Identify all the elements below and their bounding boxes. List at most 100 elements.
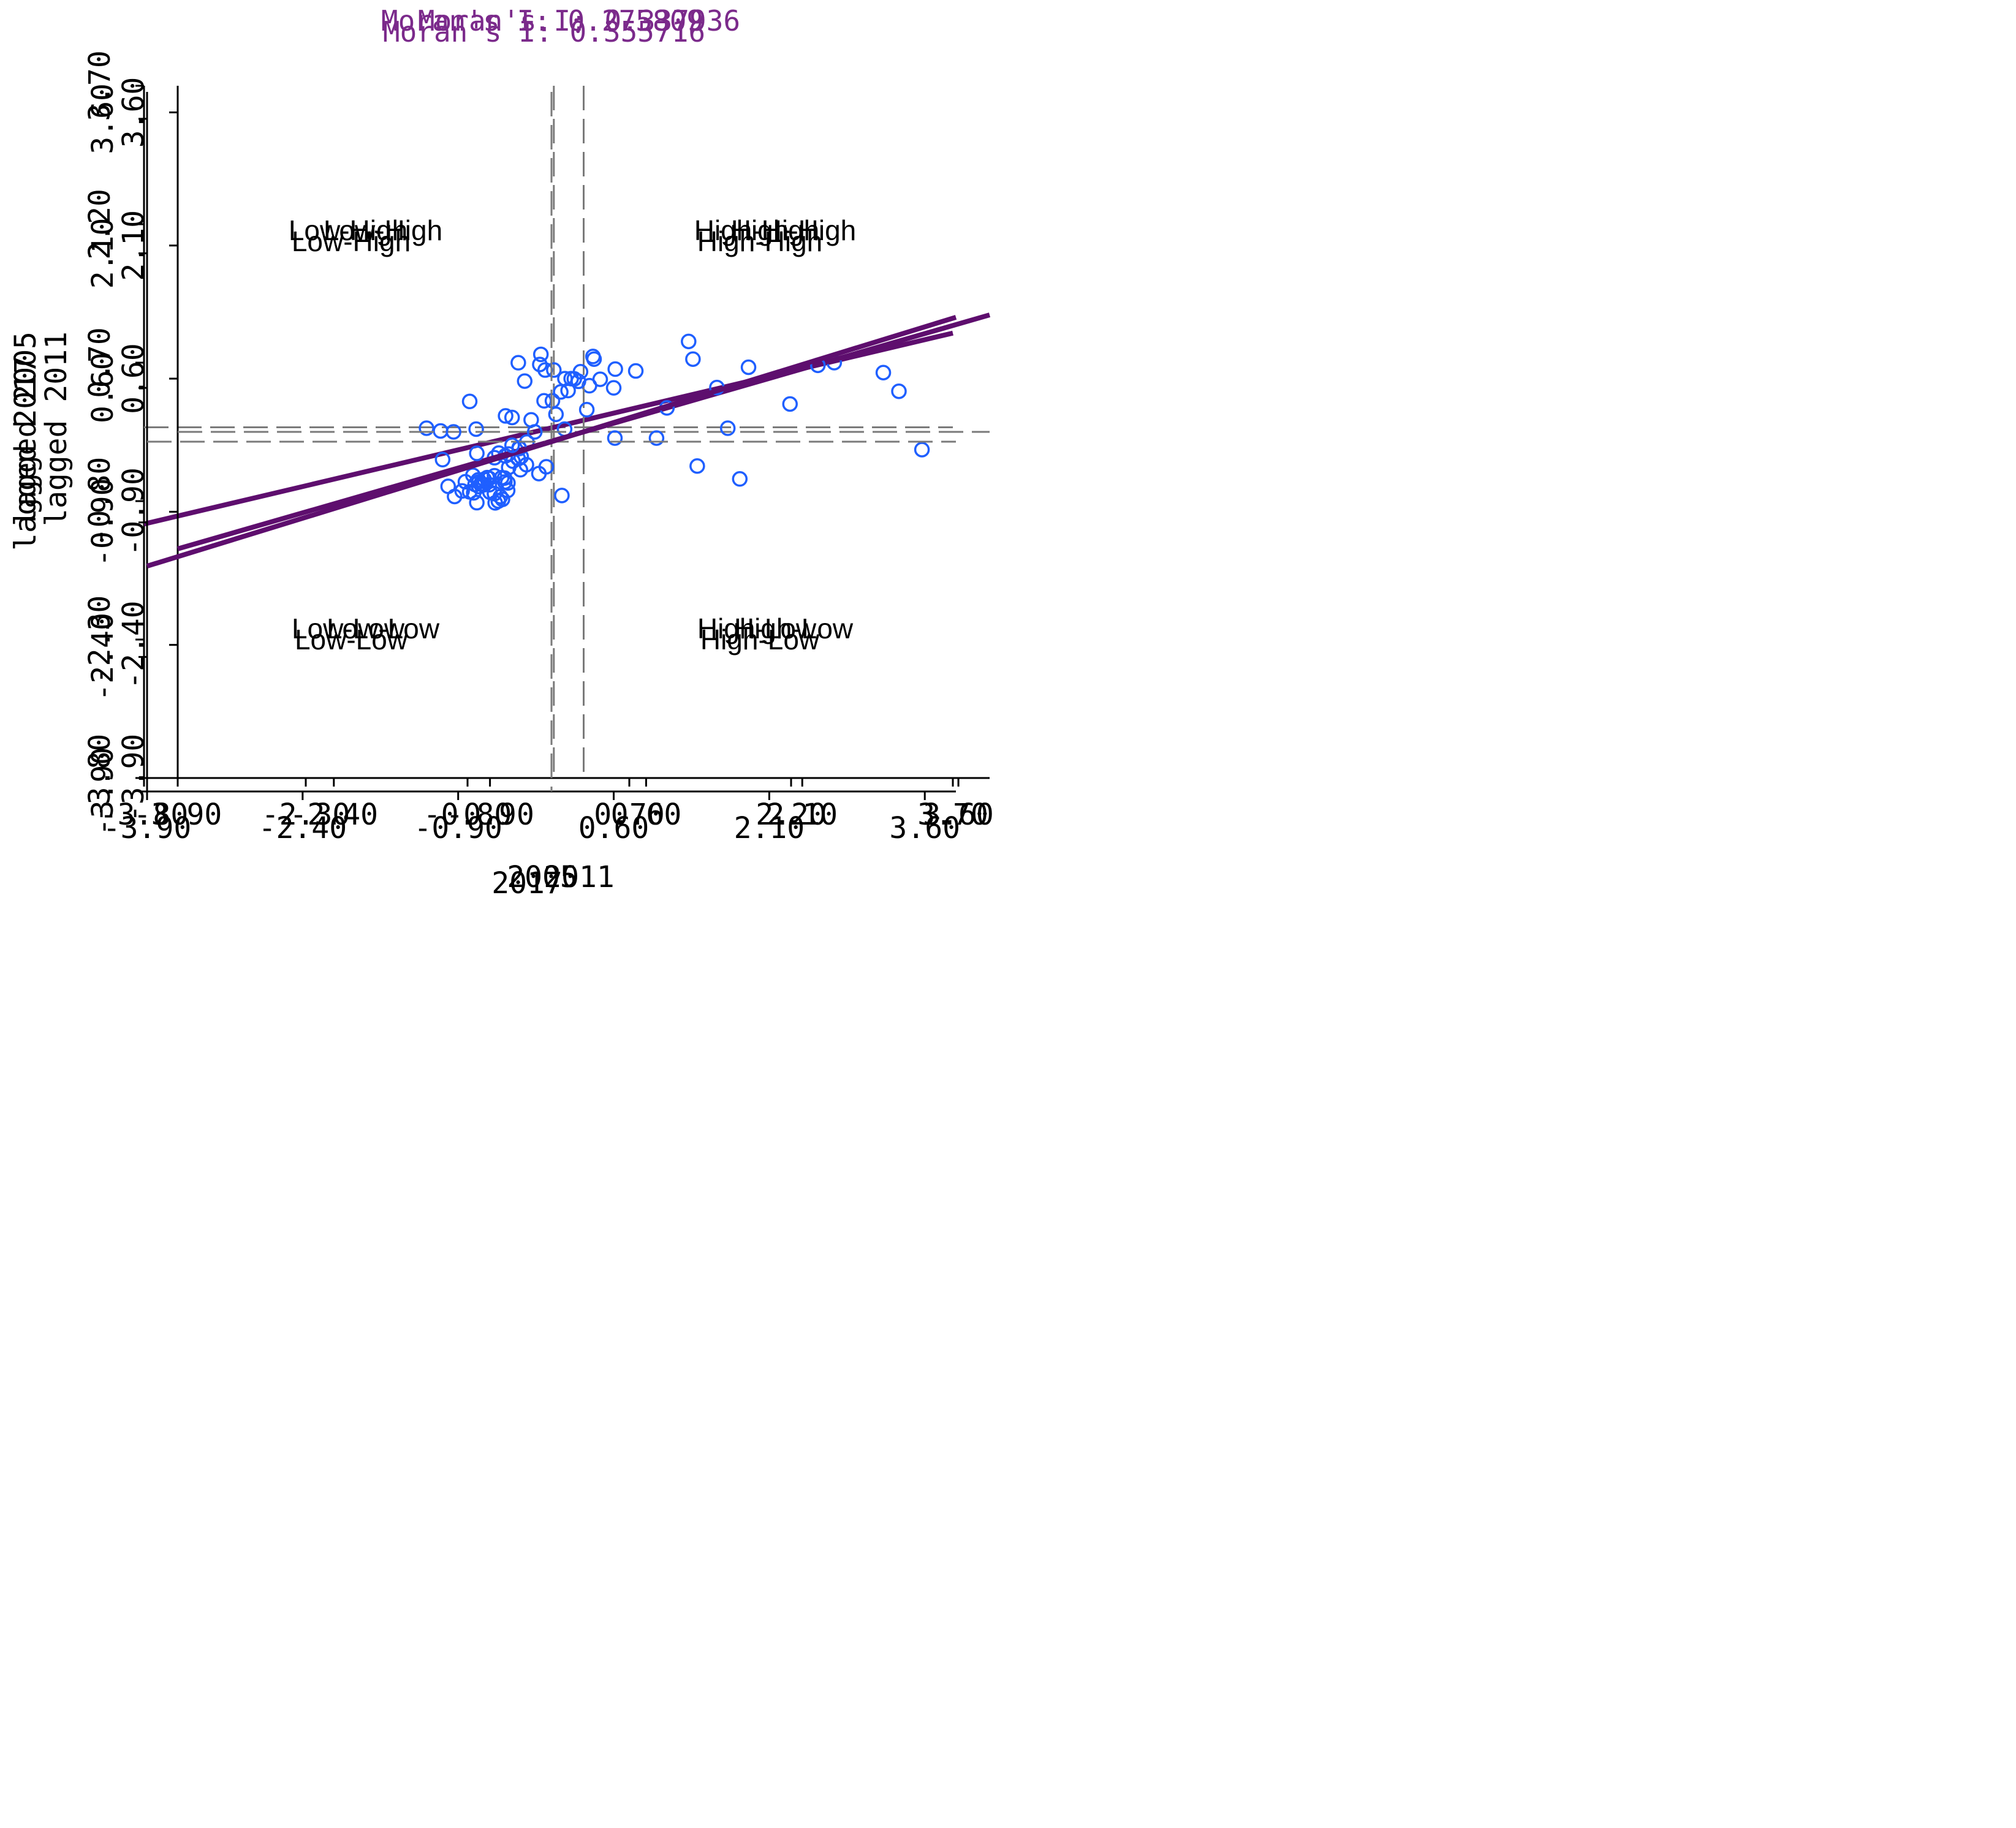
y-tick-label: -0.90: [116, 467, 151, 556]
x-tick-label: -0.90: [414, 811, 502, 845]
data-point: [782, 396, 798, 412]
data-point: [740, 359, 757, 376]
quadrant-low-low-label: Low-Low: [292, 613, 405, 644]
x-tick-label: -0.80: [423, 798, 512, 832]
data-point: [487, 495, 503, 511]
quadrant-low-high-label: Low-High: [292, 225, 411, 257]
x-axis-label: 2005: [507, 860, 578, 894]
x-tick-label: 3.60: [923, 798, 994, 832]
y-tick-label: 3.70: [83, 50, 117, 121]
data-point: [445, 424, 461, 440]
y-tick-label: 3.60: [86, 83, 120, 154]
quadrant-low-high-label: Low-High: [289, 214, 407, 246]
quadrant-high-high-label: High-High: [731, 214, 857, 246]
quadrant-high-high-label: High-High: [697, 225, 823, 257]
data-point: [510, 355, 526, 371]
y-tick-label: -2.30: [83, 595, 117, 684]
data-point: [538, 459, 555, 475]
data-point: [585, 349, 601, 364]
x-tick-label: 2.10: [767, 798, 838, 832]
x-tick-label: 0.60: [611, 798, 682, 832]
x-tick-label: -0.90: [445, 798, 534, 832]
y-tick-label: -3.90: [86, 747, 120, 836]
quadrant-high-low-label: High-Low: [700, 624, 820, 655]
y-tick-label: 2.10: [86, 218, 120, 289]
data-point: [498, 408, 513, 424]
x-tick-label: 3.60: [889, 811, 960, 845]
x-tick-label: -3.90: [134, 798, 222, 832]
y-tick-label: 2.10: [116, 210, 151, 281]
x-tick-label: 3.70: [917, 798, 988, 832]
regression-line: [146, 315, 957, 568]
data-point: [719, 420, 736, 436]
quadrant-high-high-label: High-High: [694, 214, 820, 246]
data-point: [517, 373, 533, 389]
y-tick-label: 0.70: [83, 327, 117, 398]
quadrant-high-low-label: High-Low: [734, 613, 854, 644]
y-tick-label: 3.60: [116, 77, 151, 148]
y-axis-label: lagged 2017: [9, 356, 43, 551]
data-point: [461, 393, 478, 410]
data-point: [681, 333, 697, 350]
data-point: [891, 383, 907, 399]
x-tick-label: 0.60: [578, 811, 650, 845]
y-axis-label: lagged 2005: [9, 331, 43, 526]
data-point: [479, 469, 495, 486]
data-point: [578, 402, 595, 418]
data-point: [554, 488, 570, 504]
data-point: [518, 456, 534, 473]
x-tick-label: -3.90: [103, 811, 192, 845]
data-point: [481, 477, 498, 493]
data-point: [469, 445, 485, 461]
y-tick-label: -3.90: [116, 734, 151, 823]
x-tick-label: 2.10: [734, 811, 805, 845]
data-point: [454, 483, 470, 499]
data-point: [487, 486, 502, 502]
quadrant-low-low-label: Low-Low: [327, 613, 440, 644]
y-tick-label: -0.80: [83, 457, 117, 546]
x-tick-label: -2.30: [262, 798, 351, 832]
data-point: [468, 421, 484, 437]
data-point: [434, 451, 451, 468]
data-point: [607, 430, 623, 446]
quadrant-low-high-label: Low-High: [324, 214, 442, 246]
x-axis-label: 2017: [491, 866, 563, 901]
data-point: [607, 361, 623, 377]
moran-scatter-2005: Moran's I: 0.275809 -3.80 -2.30 -0.80 0.70 2…: [9, 4, 988, 894]
y-tick-label: 0.60: [116, 343, 151, 414]
quadrant-high-low-label: High-Low: [697, 613, 817, 644]
y-tick-label: -0.90: [86, 478, 120, 567]
chart-title: Moran's I: 0.275809: [381, 4, 703, 37]
y-tick-label: -2.40: [86, 613, 120, 701]
quadrant-low-low-label: Low-Low: [295, 624, 408, 655]
data-point: [469, 494, 485, 511]
chart-title: Moran's I: 0.337936: [418, 4, 740, 37]
y-tick-label: 2.20: [83, 189, 117, 260]
data-point: [560, 382, 576, 399]
data-point: [875, 364, 892, 381]
data-point: [526, 424, 543, 440]
data-point: [504, 409, 520, 426]
data-point: [605, 380, 622, 396]
data-point: [532, 346, 549, 363]
x-tick-label: -2.40: [259, 811, 347, 845]
chart-title: Moran's I: 0.355716: [383, 15, 705, 48]
data-point: [572, 364, 589, 380]
x-tick-label: -3.80: [100, 798, 189, 832]
x-axis-label: 2011: [544, 860, 615, 894]
data-point: [732, 471, 748, 487]
x-tick-label: 2.20: [756, 798, 827, 832]
data-point: [504, 437, 520, 453]
moran-scatter-2017: Moran's I: 0.355716 -3.90 -2.40 -0.90 0.60 2…: [9, 15, 960, 901]
data-point: [592, 371, 608, 387]
y-tick-label: -3.80: [83, 734, 117, 823]
data-point: [471, 478, 487, 494]
y-tick-label: 0.60: [86, 352, 120, 423]
y-tick-label: -2.40: [116, 600, 151, 689]
data-point: [627, 363, 644, 379]
data-point: [546, 362, 562, 378]
data-point: [914, 442, 930, 458]
x-tick-label: 0.70: [594, 798, 665, 832]
data-point: [497, 474, 513, 490]
y-axis-label: lagged 2011: [39, 331, 74, 526]
